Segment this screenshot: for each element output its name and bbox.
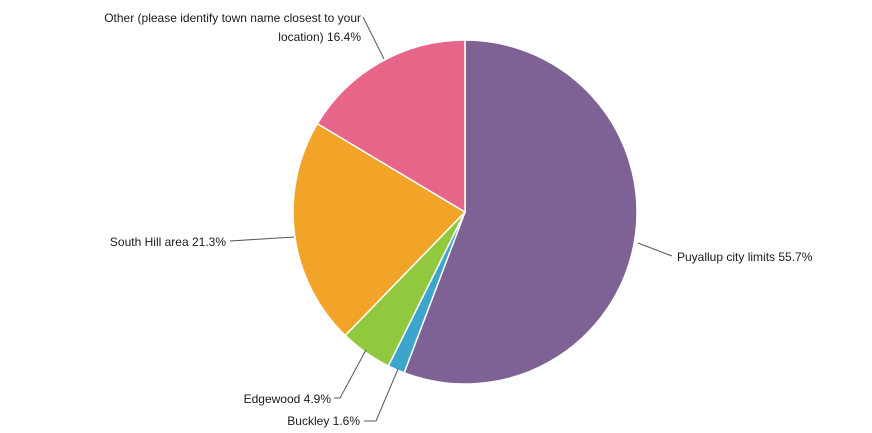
pie-slice-south-hill-area (292, 122, 467, 337)
leader-other (362, 16, 385, 60)
label-edgewood: Edgewood 4.9% (244, 392, 332, 406)
pie-slices (292, 39, 638, 385)
pie-slice-other-please-identify-town-name-closest-to-your-location (316, 39, 466, 214)
leader-lines (229, 16, 673, 422)
label-puyallup-city-limits: Puyallup city limits 55.7% (677, 250, 813, 264)
pie-slice-puyallup-city-limits (403, 39, 638, 385)
leader-buckley (364, 368, 399, 422)
leader-edgewood (334, 349, 367, 399)
leader-south-hill (229, 236, 295, 242)
label-other-line-2: location) 16.4% (278, 30, 361, 44)
label-buckley: Buckley 1.6% (287, 414, 360, 428)
label-south-hill-area: South Hill area 21.3% (110, 235, 226, 249)
slice-labels: Puyallup city limits 55.7% Buckley 1.6% … (104, 11, 813, 428)
label-other-line-1: Other (please identify town name closest… (104, 11, 361, 25)
leader-puyallup (637, 242, 673, 257)
